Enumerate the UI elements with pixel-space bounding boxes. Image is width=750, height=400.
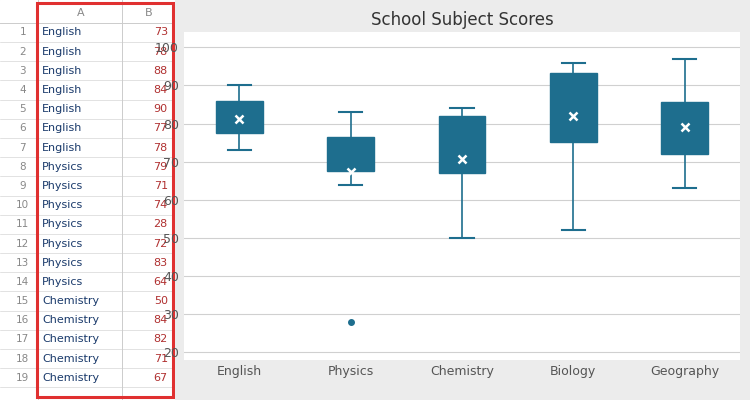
- Text: 74: 74: [154, 200, 168, 210]
- Text: 4: 4: [20, 85, 26, 95]
- Text: A: A: [76, 8, 84, 18]
- Text: 10: 10: [16, 200, 29, 210]
- Text: 13: 13: [16, 258, 29, 268]
- Text: Physics: Physics: [42, 238, 83, 248]
- Text: 77: 77: [154, 123, 168, 133]
- Text: Chemistry: Chemistry: [42, 354, 99, 364]
- Text: Chemistry: Chemistry: [42, 296, 99, 306]
- Text: English: English: [42, 46, 82, 56]
- Text: 90: 90: [154, 104, 168, 114]
- Text: 19: 19: [16, 373, 29, 383]
- Text: 71: 71: [154, 181, 168, 191]
- PathPatch shape: [327, 137, 374, 171]
- Text: 83: 83: [154, 258, 168, 268]
- Text: 84: 84: [154, 315, 168, 325]
- Text: English: English: [42, 85, 82, 95]
- Text: 82: 82: [154, 334, 168, 344]
- Text: 5: 5: [20, 104, 26, 114]
- Text: English: English: [42, 142, 82, 152]
- Text: English: English: [42, 123, 82, 133]
- Text: Chemistry: Chemistry: [42, 373, 99, 383]
- Text: 14: 14: [16, 277, 29, 287]
- Text: English: English: [42, 104, 82, 114]
- Text: 18: 18: [16, 354, 29, 364]
- Text: 17: 17: [16, 334, 29, 344]
- Text: 28: 28: [154, 219, 168, 229]
- Text: 16: 16: [16, 315, 29, 325]
- Text: Physics: Physics: [42, 162, 83, 172]
- Text: 84: 84: [154, 85, 168, 95]
- Text: 2: 2: [20, 46, 26, 56]
- Text: 79: 79: [154, 162, 168, 172]
- Text: 71: 71: [154, 354, 168, 364]
- PathPatch shape: [550, 73, 597, 142]
- Text: 3: 3: [20, 66, 26, 76]
- Text: 11: 11: [16, 219, 29, 229]
- Text: 6: 6: [20, 123, 26, 133]
- PathPatch shape: [439, 116, 485, 173]
- Title: School Subject Scores: School Subject Scores: [370, 11, 554, 29]
- Text: 67: 67: [154, 373, 168, 383]
- Text: 12: 12: [16, 238, 29, 248]
- Text: English: English: [42, 27, 82, 37]
- Text: 15: 15: [16, 296, 29, 306]
- Text: 78: 78: [154, 46, 168, 56]
- Text: B: B: [145, 8, 152, 18]
- Text: 7: 7: [20, 142, 26, 152]
- Text: Chemistry: Chemistry: [42, 315, 99, 325]
- Text: 88: 88: [154, 66, 168, 76]
- Text: Physics: Physics: [42, 219, 83, 229]
- Text: Chemistry: Chemistry: [42, 334, 99, 344]
- Text: Physics: Physics: [42, 258, 83, 268]
- Text: 8: 8: [20, 162, 26, 172]
- Text: Physics: Physics: [42, 200, 83, 210]
- Text: Physics: Physics: [42, 277, 83, 287]
- Text: 9: 9: [20, 181, 26, 191]
- Text: Physics: Physics: [42, 181, 83, 191]
- Text: 73: 73: [154, 27, 168, 37]
- PathPatch shape: [662, 102, 708, 154]
- Text: 50: 50: [154, 296, 168, 306]
- PathPatch shape: [216, 101, 262, 133]
- Text: 78: 78: [154, 142, 168, 152]
- Text: 1: 1: [20, 27, 26, 37]
- Text: English: English: [42, 66, 82, 76]
- Text: 64: 64: [154, 277, 168, 287]
- Text: 72: 72: [154, 238, 168, 248]
